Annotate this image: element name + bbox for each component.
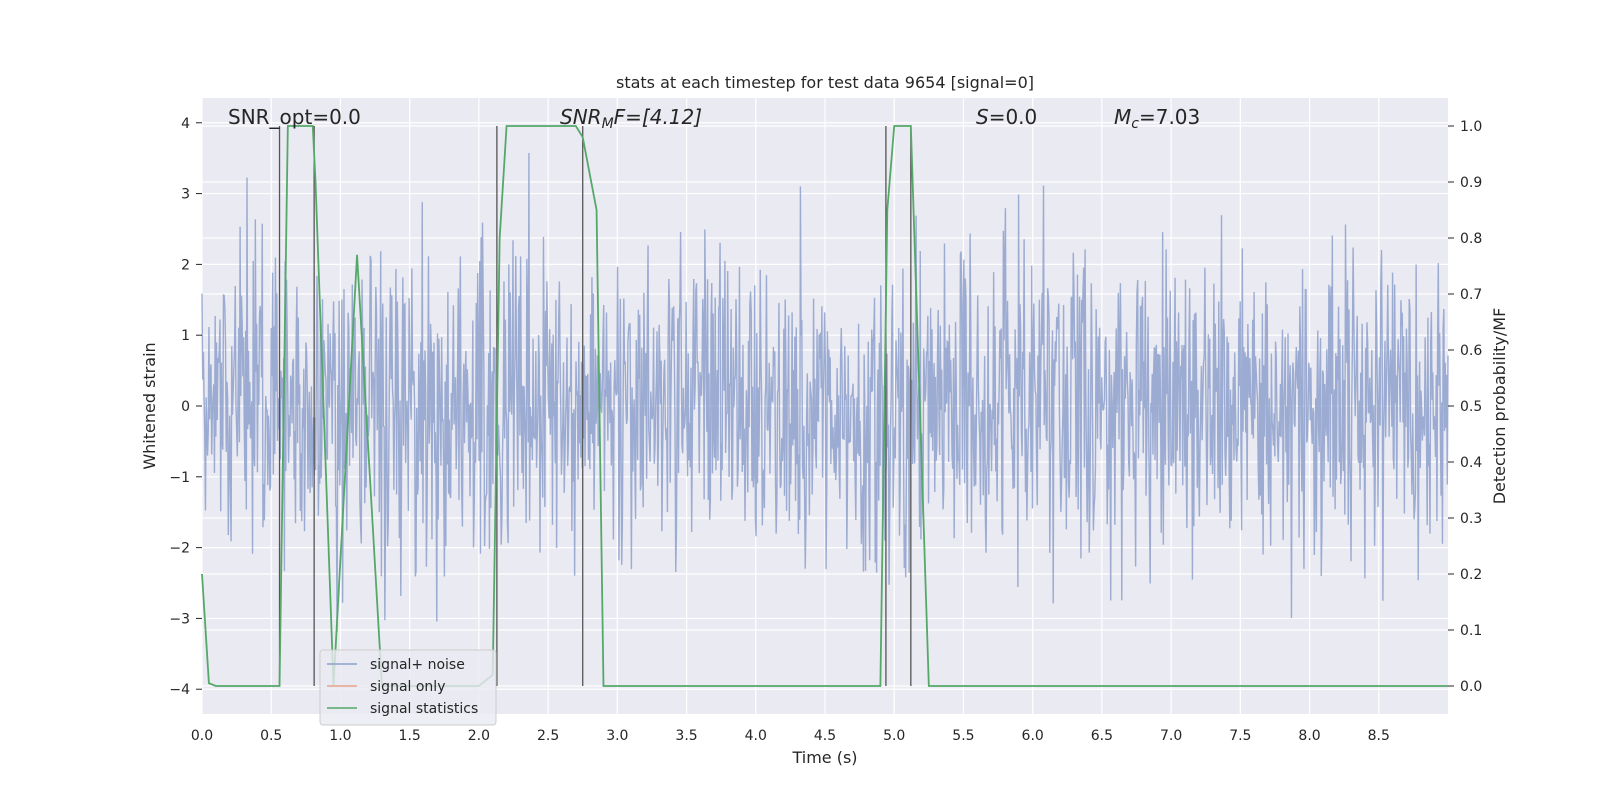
x-tick-label: 1.5 bbox=[399, 728, 421, 744]
y-left-axis-label: Whitened strain bbox=[140, 342, 159, 469]
x-tick-label: 7.0 bbox=[1160, 728, 1182, 744]
legend-box bbox=[319, 649, 497, 726]
y-left-tick-label: 2 bbox=[181, 257, 190, 273]
x-tick-label: 2.0 bbox=[468, 728, 490, 744]
x-tick-label: 0.5 bbox=[260, 728, 282, 744]
x-tick-label: 5.0 bbox=[883, 728, 905, 744]
x-tick-label: 8.0 bbox=[1298, 728, 1320, 744]
series-signal-noise bbox=[201, 152, 1449, 632]
x-tick-label: 7.5 bbox=[1229, 728, 1251, 744]
annotation-snr-opt: SNR_opt=0.0 bbox=[228, 105, 361, 129]
y-right-tick-label: 0.0 bbox=[1460, 679, 1482, 695]
y-right-tick-label: 0.2 bbox=[1460, 567, 1482, 583]
series-signal-noise-line bbox=[201, 152, 1449, 632]
legend-label-signal-only: signal only bbox=[370, 679, 445, 695]
x-tick-label: 5.5 bbox=[952, 728, 974, 744]
y-right-tick-labels: 1.0 0.9 0.8 0.7 0.6 0.5 0.4 0.3 0.2 0.1 0.0 bbox=[1448, 119, 1482, 695]
y-left-tick-label: 4 bbox=[181, 116, 190, 132]
y-right-tick-label: 0.7 bbox=[1460, 287, 1482, 303]
y-left-tick-label: −2 bbox=[169, 541, 190, 557]
x-tick-label: 6.5 bbox=[1091, 728, 1113, 744]
x-tick-labels: 0.0 0.5 1.0 1.5 2.0 2.5 3.0 3.5 4.0 4.5 5.0 5.5 6.0 6… bbox=[191, 728, 1390, 744]
annotation-snr-mf: SNRMF=[4.12] bbox=[560, 105, 702, 132]
y-left-tick-label: 3 bbox=[181, 187, 190, 203]
y-right-tick-label: 0.6 bbox=[1460, 343, 1482, 359]
x-tick-label: 2.5 bbox=[537, 728, 559, 744]
legend-label-signal-noise: signal+ noise bbox=[370, 657, 465, 673]
y-right-tick-label: 0.5 bbox=[1460, 399, 1482, 415]
x-tick-label: 6.0 bbox=[1022, 728, 1044, 744]
legend-label-signal-statistics: signal statistics bbox=[370, 701, 478, 717]
x-tick-label: 3.5 bbox=[675, 728, 697, 744]
x-tick-label: 3.0 bbox=[606, 728, 628, 744]
x-tick-label: 8.5 bbox=[1368, 728, 1390, 744]
legend: signal+ noise signal only signal statist… bbox=[319, 649, 497, 726]
y-left-tick-label: −4 bbox=[169, 682, 190, 698]
y-left-tick-label: 1 bbox=[181, 328, 190, 344]
y-right-axis-label: Detection probability/MF bbox=[1490, 308, 1509, 505]
y-left-tick-label: −1 bbox=[169, 470, 190, 486]
y-right-tick-label: 1.0 bbox=[1460, 119, 1482, 135]
y-left-tick-label: −3 bbox=[169, 611, 190, 627]
x-tick-label: 4.5 bbox=[814, 728, 836, 744]
x-tick-label: 1.0 bbox=[329, 728, 351, 744]
y-right-tick-label: 0.8 bbox=[1460, 231, 1482, 247]
x-axis-label: Time (s) bbox=[791, 748, 857, 767]
annotation-s: S=0.0 bbox=[976, 105, 1037, 129]
x-tick-label: 4.0 bbox=[745, 728, 767, 744]
chart-title: stats at each timestep for test data 965… bbox=[616, 73, 1034, 92]
y-right-tick-label: 0.1 bbox=[1460, 623, 1482, 639]
y-left-tick-labels: 4 3 2 1 0 −1 −2 −3 −4 bbox=[169, 116, 202, 698]
y-right-tick-label: 0.4 bbox=[1460, 455, 1482, 471]
y-right-tick-label: 0.3 bbox=[1460, 511, 1482, 527]
y-right-tick-label: 0.9 bbox=[1460, 175, 1482, 191]
y-left-tick-label: 0 bbox=[181, 399, 190, 415]
x-tick-label: 0.0 bbox=[191, 728, 213, 744]
annotation-mc: Mc=7.03 bbox=[1114, 105, 1200, 132]
